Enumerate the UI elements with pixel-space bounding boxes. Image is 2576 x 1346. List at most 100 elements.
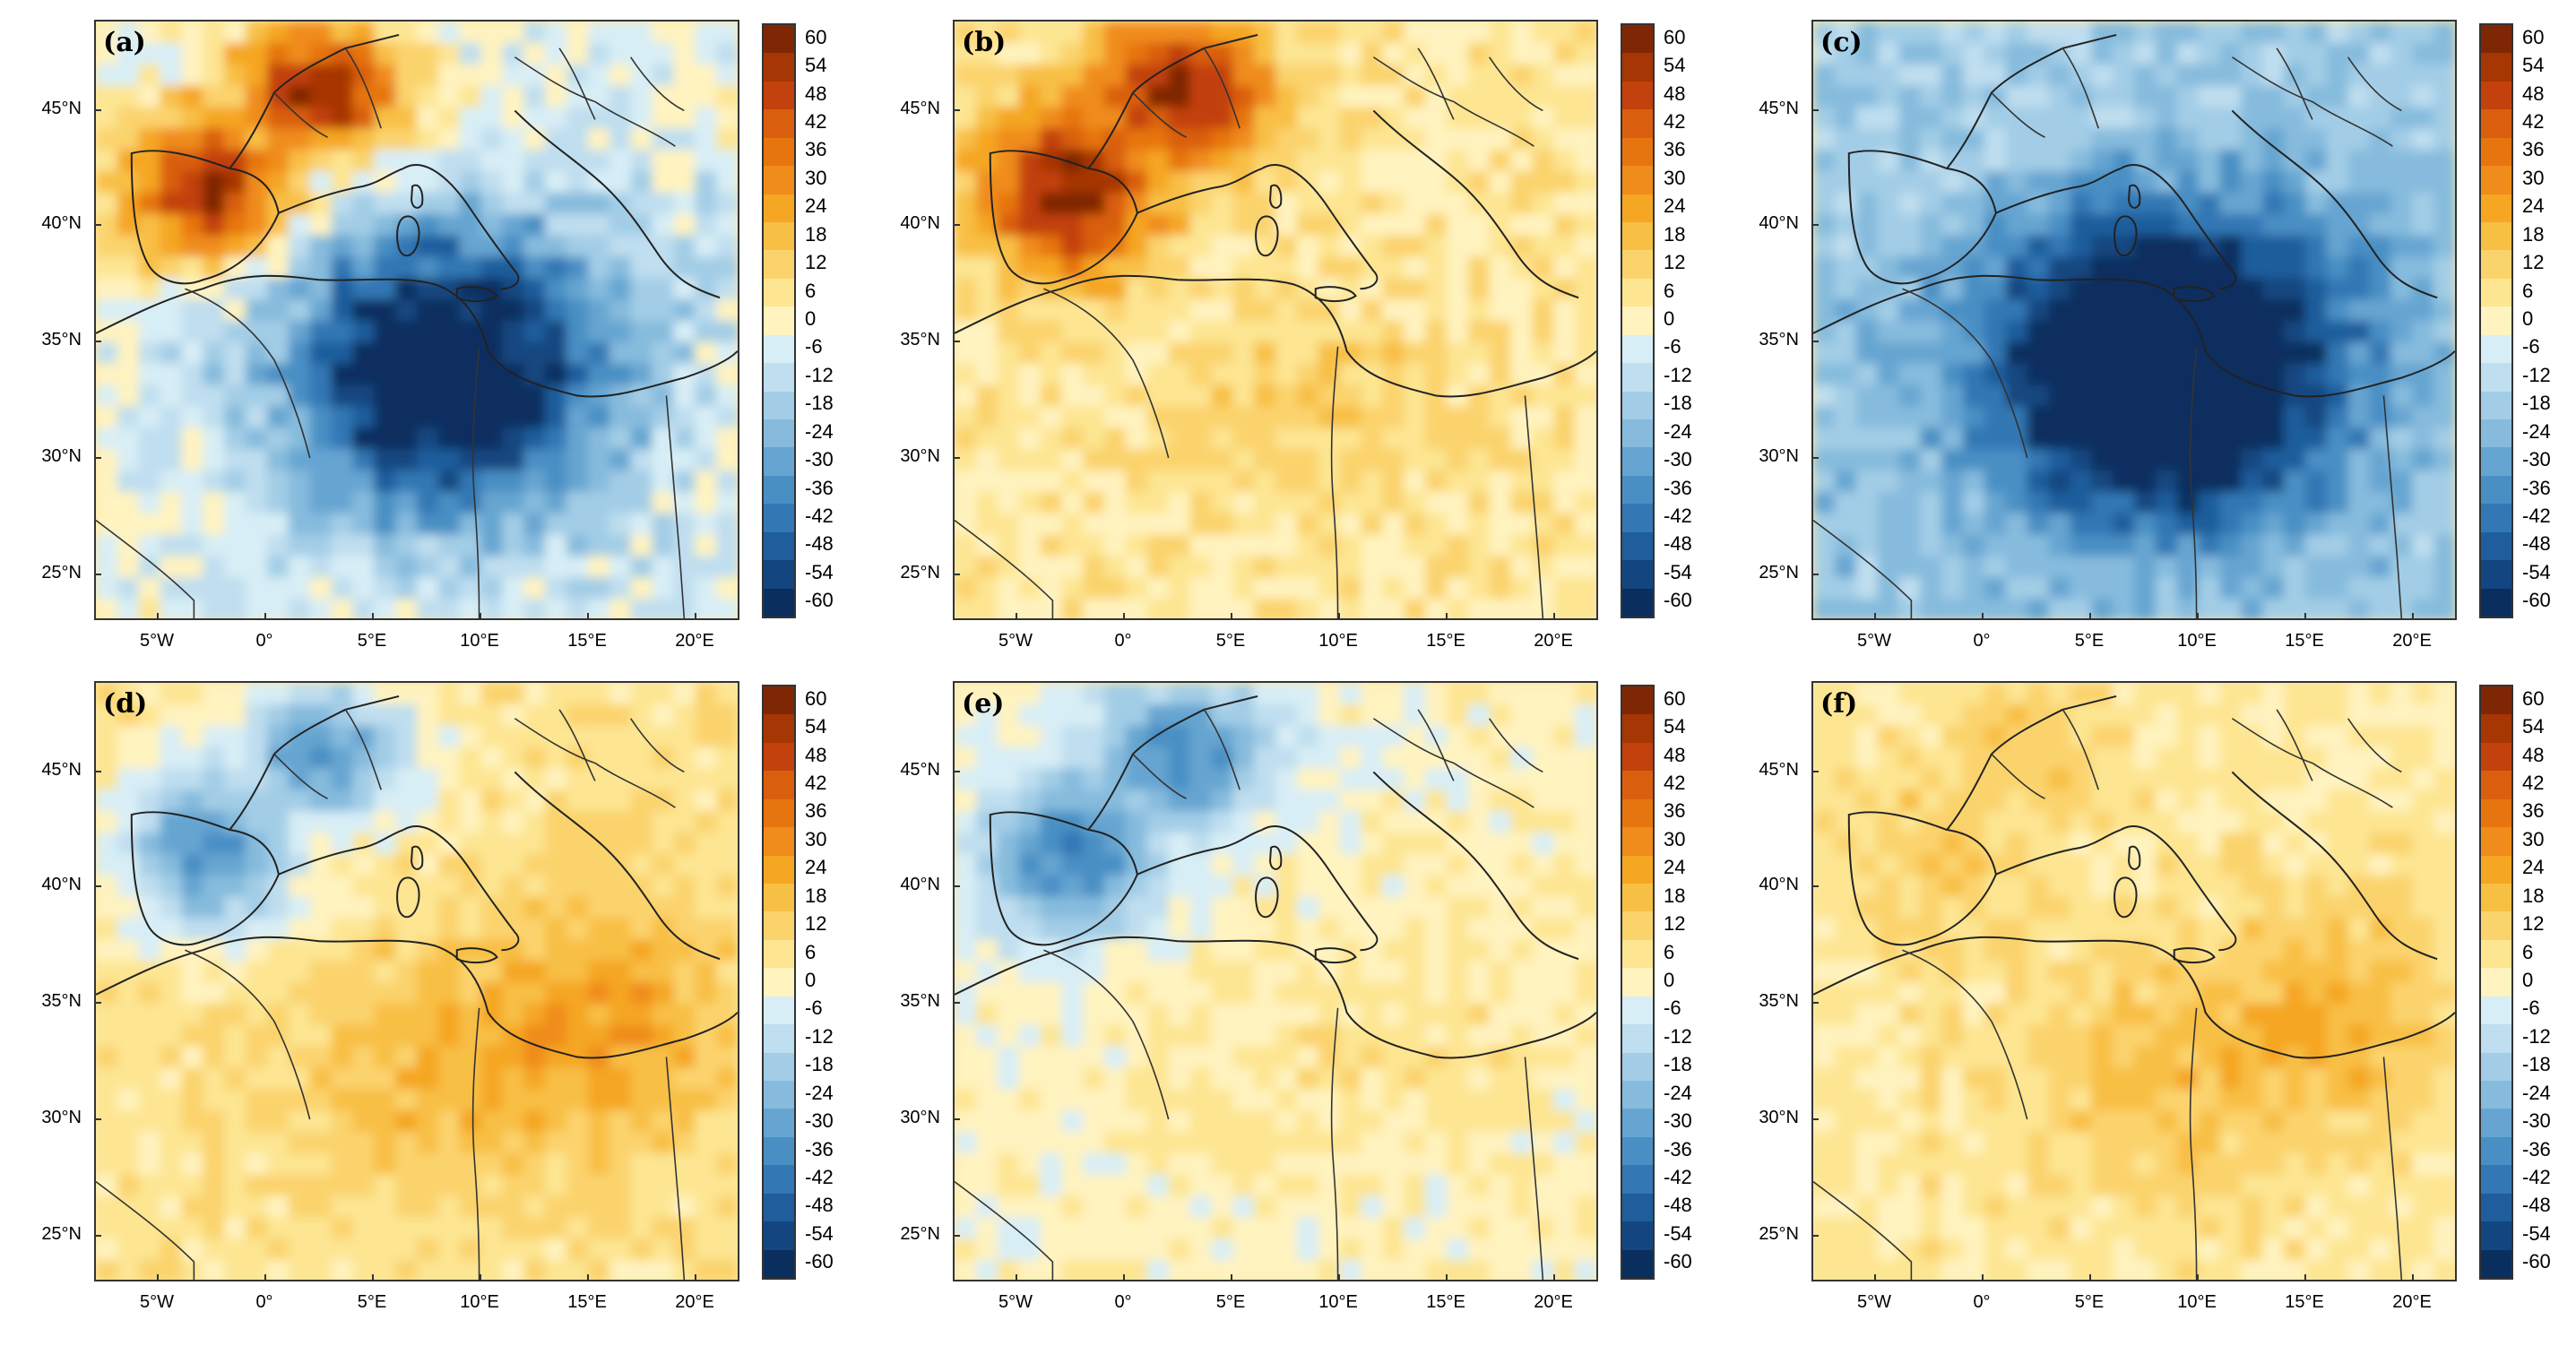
field-cell [1061, 1110, 1085, 1133]
field-cell [117, 1046, 140, 1069]
field-cell [288, 875, 311, 898]
field-cell [1941, 703, 1965, 727]
field-cell [96, 811, 118, 833]
field-cell [1125, 235, 1148, 258]
field-cell [630, 128, 653, 151]
field-cell [673, 1089, 696, 1112]
field-cell [716, 918, 738, 941]
field-cell [695, 1046, 718, 1069]
field-cell [203, 1067, 226, 1091]
field-cell [673, 1046, 696, 1069]
field-cell [374, 577, 397, 600]
field-cell [2134, 534, 2157, 557]
field-cell [566, 896, 589, 919]
field-cell [459, 1152, 482, 1176]
field-cell [1834, 491, 1857, 514]
field-cell [1296, 1152, 1319, 1176]
field-cell [1553, 896, 1577, 919]
field-cell [997, 577, 1020, 600]
field-cell [2219, 746, 2243, 770]
field-cell [2134, 341, 2157, 365]
field-cell [975, 384, 998, 408]
field-cell [2433, 789, 2455, 813]
field-cell [2326, 491, 2349, 514]
field-cell [1941, 534, 1965, 557]
field-cell [1061, 1195, 1085, 1219]
field-cell [1104, 939, 1127, 962]
field-cell [2134, 363, 2157, 386]
field-cell [975, 832, 998, 855]
field-cell [138, 853, 161, 876]
field-cell [2134, 213, 2157, 237]
colorbar-tick-label: -48 [1664, 1194, 1692, 1217]
field-cell [1189, 1046, 1213, 1069]
field-cell [1382, 384, 1405, 408]
field-cell [2113, 853, 2135, 876]
field-cell [955, 1003, 977, 1026]
field-cell [181, 918, 204, 941]
field-cell [437, 1067, 461, 1091]
field-cell [266, 1238, 290, 1262]
field-cell [1296, 213, 1319, 237]
field-cell [160, 213, 183, 237]
field-cell [1339, 918, 1362, 941]
field-cell [288, 513, 311, 536]
field-cell [997, 1046, 1020, 1069]
field-cell [1834, 22, 1857, 44]
field-cell [1104, 384, 1127, 408]
field-cell [2027, 896, 2050, 919]
field-cell [352, 449, 376, 471]
field-cell [1168, 1152, 1191, 1176]
colorbar-tick-label: 60 [805, 25, 827, 48]
field-cell [2390, 896, 2414, 919]
field-cell [975, 128, 998, 151]
field-cell [1232, 703, 1256, 727]
field-cell [2005, 832, 2028, 855]
field-cell [523, 599, 547, 618]
field-cell [1339, 832, 1362, 855]
field-cell [1125, 703, 1148, 727]
field-cell [2176, 85, 2200, 108]
field-cell [1318, 875, 1341, 898]
field-cell [395, 513, 418, 536]
field-cell [96, 406, 118, 429]
field-cell [203, 534, 226, 557]
field-cell [374, 491, 397, 514]
field-cell [1018, 875, 1042, 898]
field-cell [2390, 192, 2414, 215]
field-cell [160, 599, 183, 618]
field-cell [417, 1217, 439, 1240]
field-cell [1425, 22, 1448, 44]
field-cell [352, 363, 376, 386]
longitude-tick-label: 5°W [1857, 631, 1891, 651]
colorbar-tick-label: 6 [805, 279, 817, 302]
field-cell [1146, 278, 1170, 301]
field-cell [2027, 22, 2050, 44]
colorbar-tick-label: -48 [2522, 532, 2551, 556]
field-cell [160, 470, 183, 493]
field-cell [1963, 192, 1985, 215]
field-cell [203, 703, 226, 727]
field-cell [630, 1238, 653, 1262]
field-cell [997, 320, 1020, 343]
field-cell [1404, 470, 1427, 493]
latitude-tick [94, 224, 101, 226]
field-cell [587, 42, 610, 65]
field-cell [2091, 853, 2114, 876]
field-cell [1189, 491, 1213, 514]
field-cell [1532, 746, 1555, 770]
field-cell [695, 768, 718, 791]
field-cell [1920, 683, 1943, 705]
field-cell [2048, 235, 2071, 258]
field-cell [160, 896, 183, 919]
field-cell [2048, 64, 2071, 87]
field-cell [2198, 406, 2221, 429]
field-cell [374, 256, 397, 280]
field-cell [1211, 449, 1234, 471]
field-cell [352, 107, 376, 130]
field-cell [1339, 725, 1362, 748]
field-cell [2198, 683, 2221, 705]
field-cell [1941, 128, 1965, 151]
longitude-tick [1231, 1274, 1232, 1281]
field-cell [1446, 341, 1469, 365]
